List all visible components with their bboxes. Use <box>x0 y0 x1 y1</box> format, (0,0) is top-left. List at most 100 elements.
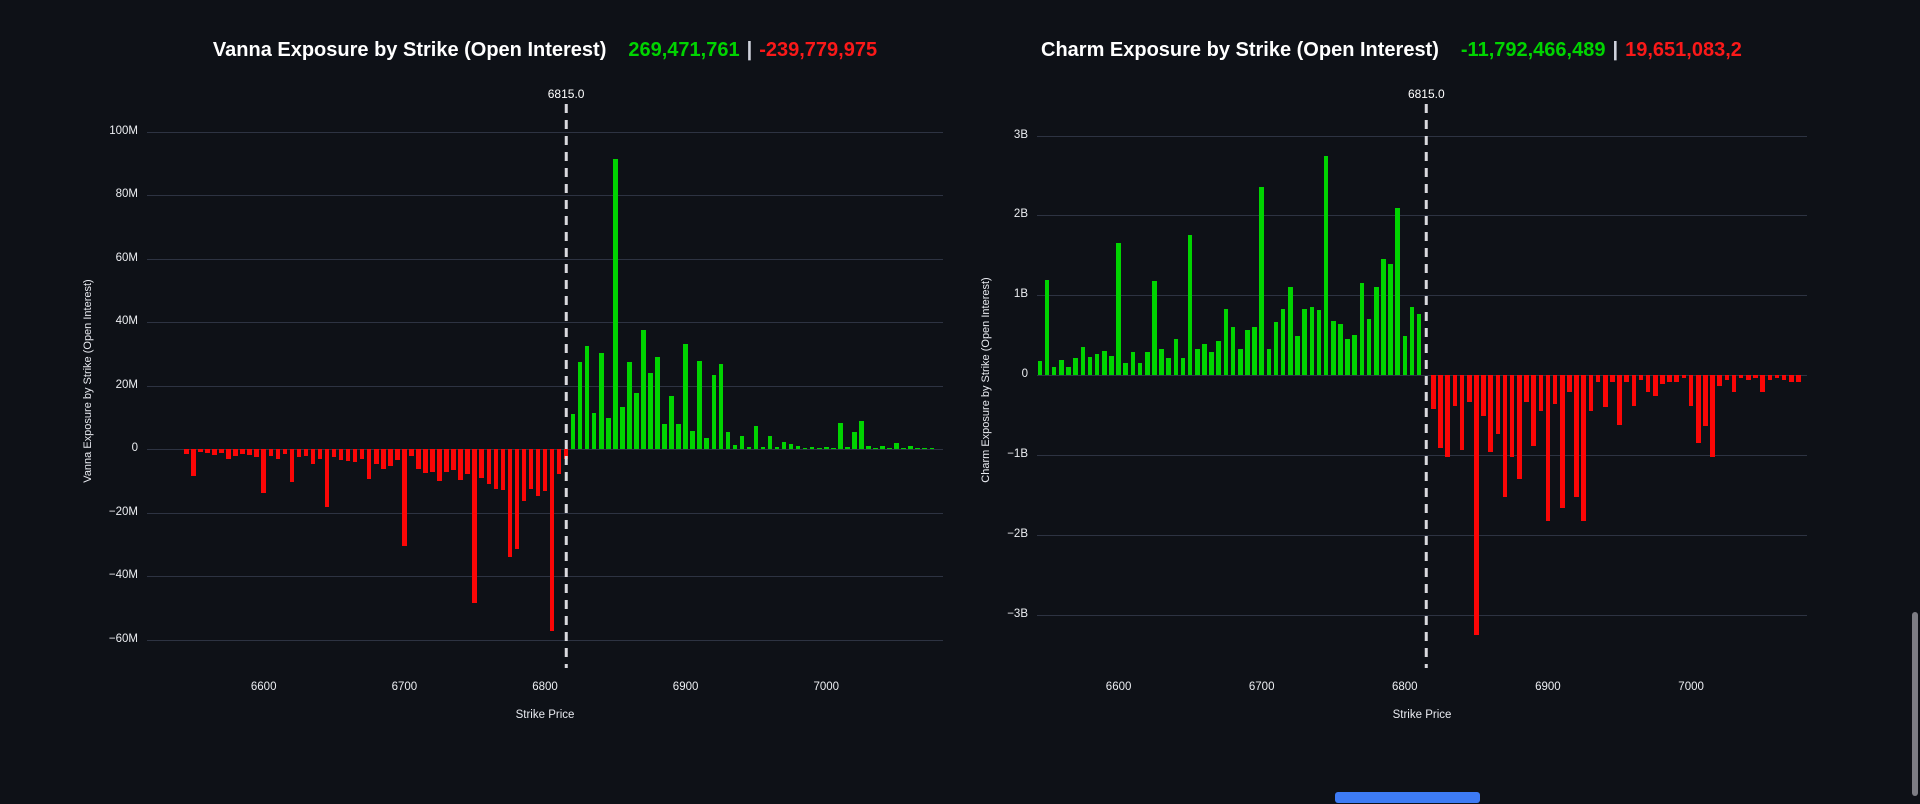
negative-bar-6595[interactable] <box>254 449 259 458</box>
positive-bar-6835[interactable] <box>591 412 597 450</box>
negative-bar-6725[interactable] <box>437 449 442 482</box>
positive-bar-6565[interactable] <box>1066 367 1071 376</box>
positive-bar-6725[interactable] <box>1295 336 1300 376</box>
positive-bar-6970[interactable] <box>781 441 787 450</box>
negative-bar-6690[interactable] <box>388 449 393 466</box>
negative-bar-7025[interactable] <box>1724 375 1730 380</box>
negative-bar-6620[interactable] <box>289 449 295 483</box>
positive-bar-6915[interactable] <box>704 438 709 450</box>
negative-bar-6945[interactable] <box>1610 375 1615 383</box>
negative-bar-7035[interactable] <box>1738 375 1744 379</box>
positive-bar-6615[interactable] <box>1137 363 1143 376</box>
negative-bar-6545[interactable] <box>184 449 189 454</box>
negative-bar-6705[interactable] <box>409 449 414 456</box>
positive-bar-6820[interactable] <box>570 413 576 450</box>
positive-bar-6795[interactable] <box>1395 207 1400 376</box>
positive-bar-6760[interactable] <box>1345 338 1350 376</box>
positive-bar-6765[interactable] <box>1352 335 1358 376</box>
negative-bar-6890[interactable] <box>1531 375 1536 447</box>
negative-bar-7055[interactable] <box>1767 375 1773 380</box>
positive-bar-6840[interactable] <box>599 353 604 450</box>
positive-bar-7030[interactable] <box>866 445 871 450</box>
positive-bar-7075[interactable] <box>929 447 935 450</box>
negative-bar-6850[interactable] <box>1474 375 1479 635</box>
positive-bar-6710[interactable] <box>1273 321 1279 376</box>
positive-bar-6870[interactable] <box>641 329 646 450</box>
negative-bar-6870[interactable] <box>1502 375 1508 498</box>
negative-bar-7065[interactable] <box>1781 375 1787 380</box>
positive-bar-6770[interactable] <box>1359 283 1365 376</box>
horizontal-scrollbar-thumb[interactable] <box>1335 792 1480 803</box>
positive-bar-6595[interactable] <box>1109 356 1114 376</box>
positive-bar-6740[interactable] <box>1316 309 1322 376</box>
negative-bar-6640[interactable] <box>317 449 323 460</box>
positive-bar-6935[interactable] <box>732 444 738 450</box>
negative-bar-6775[interactable] <box>507 449 513 557</box>
negative-bar-7005[interactable] <box>1695 375 1701 444</box>
negative-bar-7070[interactable] <box>1788 375 1794 383</box>
negative-bar-6830[interactable] <box>1445 375 1451 457</box>
positive-bar-6985[interactable] <box>802 447 808 450</box>
negative-bar-6805[interactable] <box>549 449 555 631</box>
positive-bar-7020[interactable] <box>852 431 857 450</box>
positive-bar-7025[interactable] <box>859 421 864 450</box>
positive-bar-6720[interactable] <box>1288 287 1293 376</box>
positive-bar-6925[interactable] <box>718 363 724 450</box>
positive-bar-6800[interactable] <box>1402 336 1408 376</box>
negative-bar-6845[interactable] <box>1466 375 1472 403</box>
positive-bar-6635[interactable] <box>1166 358 1171 376</box>
positive-bar-6775[interactable] <box>1366 319 1372 376</box>
negative-bar-6730[interactable] <box>444 449 449 473</box>
negative-bar-6995[interactable] <box>1681 375 1687 379</box>
negative-bar-6780[interactable] <box>514 449 520 550</box>
negative-bar-6975[interactable] <box>1653 375 1658 396</box>
negative-bar-6865[interactable] <box>1495 375 1501 435</box>
positive-bar-6620[interactable] <box>1144 352 1150 376</box>
negative-bar-6615[interactable] <box>282 449 288 455</box>
positive-bar-6655[interactable] <box>1195 348 1200 376</box>
positive-bar-6975[interactable] <box>788 443 794 450</box>
positive-bar-6735[interactable] <box>1309 307 1315 376</box>
positive-bar-6845[interactable] <box>606 418 611 450</box>
positive-bar-7045[interactable] <box>887 447 892 450</box>
positive-bar-6950[interactable] <box>753 425 759 450</box>
negative-bar-6840[interactable] <box>1459 375 1465 451</box>
negative-bar-6660[interactable] <box>345 449 351 461</box>
negative-bar-7045[interactable] <box>1753 375 1758 379</box>
negative-bar-6745[interactable] <box>465 449 470 475</box>
positive-bar-6895[interactable] <box>676 424 681 450</box>
positive-bar-6610[interactable] <box>1130 352 1136 376</box>
positive-bar-7010[interactable] <box>838 422 843 450</box>
negative-bar-6565[interactable] <box>212 449 217 456</box>
negative-bar-6610[interactable] <box>275 449 281 460</box>
negative-bar-6920[interactable] <box>1574 375 1579 498</box>
positive-bar-6880[interactable] <box>655 357 660 450</box>
negative-bar-6900[interactable] <box>1545 375 1551 522</box>
negative-bar-6950[interactable] <box>1617 375 1622 425</box>
positive-bar-7065[interactable] <box>915 447 920 450</box>
negative-bar-6910[interactable] <box>1559 375 1565 508</box>
positive-bar-6545[interactable] <box>1037 360 1043 376</box>
positive-bar-6550[interactable] <box>1044 280 1050 376</box>
negative-bar-6710[interactable] <box>416 449 421 470</box>
positive-bar-6660[interactable] <box>1202 344 1207 376</box>
negative-bar-6555[interactable] <box>198 449 203 452</box>
negative-bar-7050[interactable] <box>1760 375 1765 392</box>
positive-bar-7015[interactable] <box>845 447 850 450</box>
positive-bar-6590[interactable] <box>1101 351 1107 376</box>
negative-bar-6960[interactable] <box>1631 375 1637 406</box>
positive-bar-6680[interactable] <box>1230 327 1236 376</box>
positive-bar-6560[interactable] <box>1059 360 1064 376</box>
negative-bar-6550[interactable] <box>191 449 196 476</box>
positive-bar-6670[interactable] <box>1216 340 1222 376</box>
negative-bar-6955[interactable] <box>1624 375 1629 383</box>
positive-bar-6965[interactable] <box>774 447 780 450</box>
negative-bar-6680[interactable] <box>374 449 379 464</box>
negative-bar-7015[interactable] <box>1710 375 1715 457</box>
negative-bar-6915[interactable] <box>1567 375 1572 392</box>
positive-bar-7055[interactable] <box>901 447 906 450</box>
positive-bar-6630[interactable] <box>1159 348 1164 376</box>
positive-bar-6570[interactable] <box>1073 358 1078 376</box>
negative-bar-7075[interactable] <box>1796 375 1801 383</box>
negative-bar-6735[interactable] <box>451 449 456 470</box>
